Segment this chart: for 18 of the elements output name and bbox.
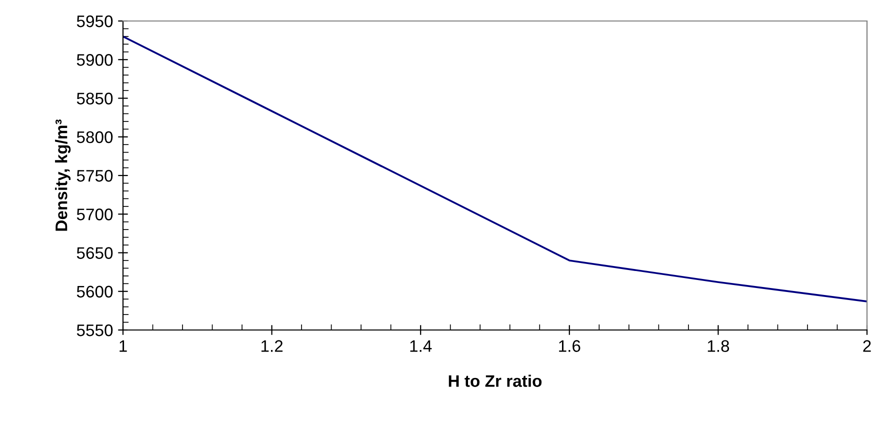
x-axis-title: H to Zr ratio [448, 374, 542, 387]
x-tick-label: 1.2 [261, 340, 283, 352]
y-tick-label: 5900 [76, 54, 113, 66]
y-tick-label: 5650 [76, 247, 113, 259]
x-tick-label: 1.4 [410, 340, 432, 352]
line-series [123, 36, 867, 302]
y-tick-label: 5550 [76, 324, 113, 336]
y-tick-label: 5950 [76, 15, 113, 28]
y-tick-label: 5750 [76, 170, 113, 182]
x-tick-label: 1.6 [559, 340, 580, 352]
y-tick-label: 5850 [76, 92, 113, 104]
x-tick-label: 1 [120, 340, 127, 352]
x-tick-label: 2 [863, 340, 871, 352]
y-tick-label: 5600 [76, 286, 113, 298]
x-tick-label: 1.8 [708, 340, 730, 352]
y-tick-label: 5800 [76, 131, 113, 144]
y-tick-label: 5700 [76, 208, 113, 220]
y-axis-title: Density, kg/m³ [55, 120, 71, 231]
